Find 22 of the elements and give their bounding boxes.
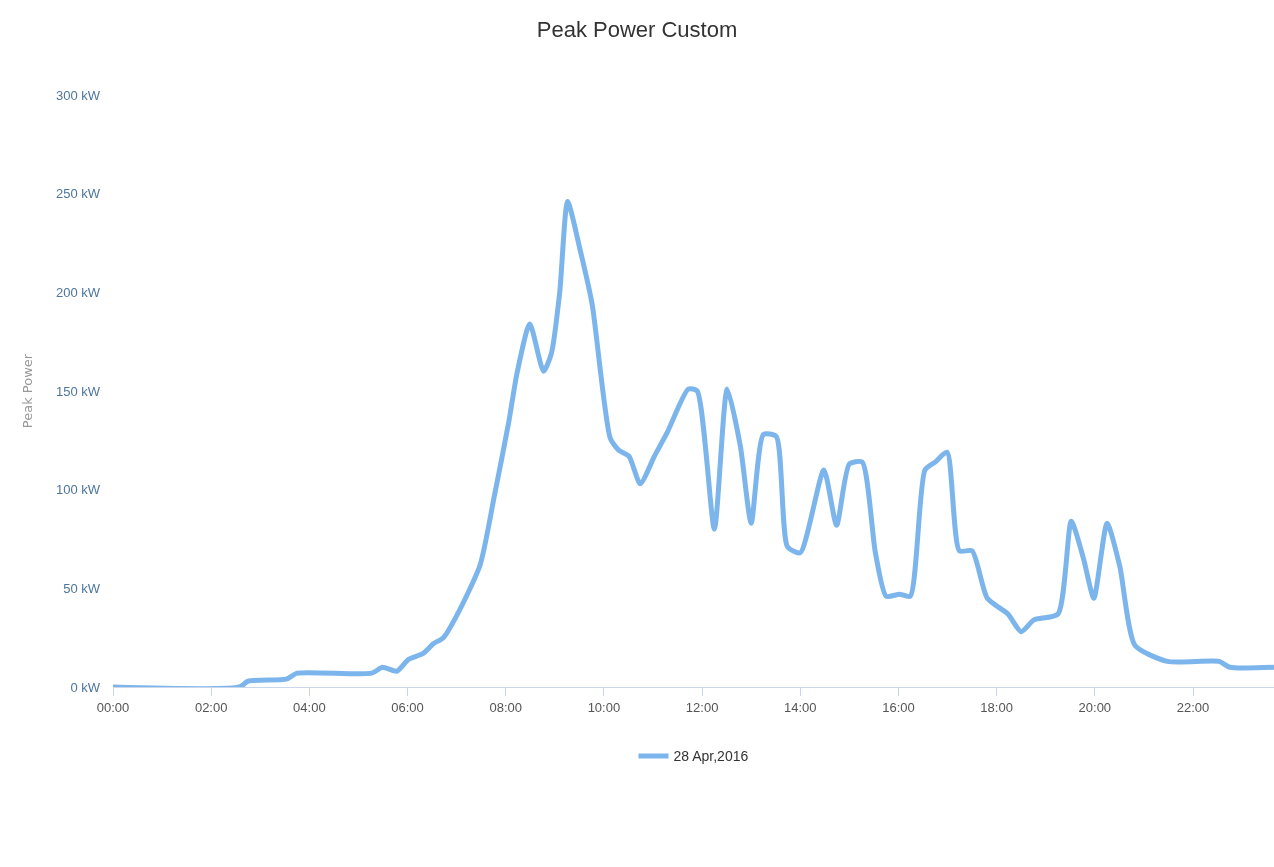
legend-label: 28 Apr,2016	[673, 748, 749, 765]
x-tick-label: 12:00	[685, 699, 719, 715]
x-tick-label: 06:00	[391, 699, 424, 715]
y-axis-title: Peak Power	[19, 353, 35, 429]
x-tick-label: 02:00	[194, 699, 228, 715]
x-tick-label: 22:00	[1176, 699, 1210, 715]
x-tick-label: 14:00	[784, 699, 817, 715]
x-tick-label: 10:00	[587, 699, 621, 715]
y-tick-label: 200 kW	[55, 284, 101, 300]
x-tick-label: 18:00	[980, 699, 1013, 715]
y-tick-label: 300 kW	[55, 87, 101, 103]
x-tick-label: 20:00	[1078, 699, 1112, 715]
y-tick-label: 0 kW	[70, 679, 101, 695]
chart-title: Peak Power Custom	[536, 17, 738, 43]
y-tick-label: 250 kW	[55, 186, 101, 202]
x-tick-label: 16:00	[882, 699, 915, 715]
x-tick-label: 00:00	[96, 699, 130, 715]
x-tick-label: 04:00	[293, 699, 326, 715]
y-tick-label: 50 kW	[63, 580, 101, 596]
y-tick-label: 150 kW	[55, 383, 101, 399]
y-tick-label: 100 kW	[55, 482, 101, 498]
x-tick-label: 08:00	[489, 699, 522, 715]
